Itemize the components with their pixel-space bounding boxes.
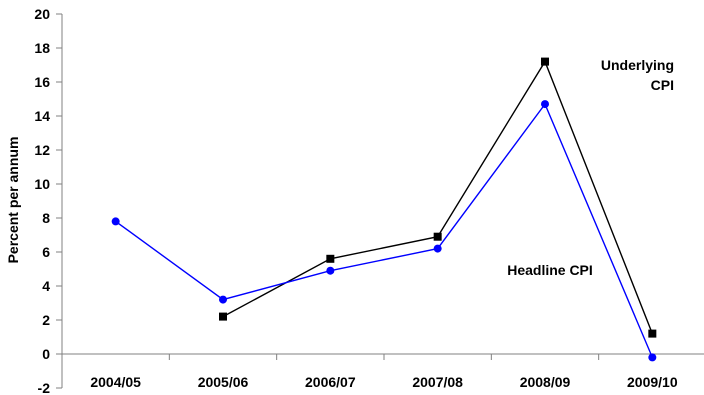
headline-cpi-point — [648, 353, 657, 362]
y-axis-ticks: -2 0 2 4 6 8 10 12 14 16 18 20 — [34, 6, 62, 395]
underlying-cpi-line — [222, 60, 653, 334]
x-tick-label: 2005/06 — [198, 374, 249, 390]
headline-cpi-point — [219, 295, 227, 304]
y-tick-label: 4 — [42, 278, 50, 294]
underlying-cpi-point — [433, 232, 442, 241]
x-tick-label: 2006/07 — [305, 374, 356, 390]
y-tick-label: 0 — [42, 346, 50, 362]
y-tick-label: -2 — [38, 380, 51, 395]
underlying-cpi-label-line1: Underlying — [601, 57, 674, 73]
x-axis-ticks: 2004/05 2005/06 2006/07 2007/08 2008/09 2009/… — [61, 354, 678, 390]
series-group — [111, 57, 657, 362]
y-tick-label: 6 — [42, 244, 50, 260]
headline-cpi-point — [111, 217, 120, 226]
x-tick-label: 2008/09 — [520, 374, 571, 390]
y-tick-label: 10 — [34, 176, 50, 192]
y-tick-label: 20 — [34, 6, 50, 22]
underlying-cpi-label-line2: CPI — [651, 77, 674, 93]
headline-cpi-point — [541, 100, 549, 109]
y-tick-label: 14 — [34, 108, 50, 124]
y-axis-label: Percent per annum — [5, 137, 21, 264]
y-tick-label: 18 — [34, 40, 50, 56]
underlying-cpi-point — [648, 329, 657, 338]
y-tick-label: 8 — [42, 210, 50, 226]
headline-cpi-label: Headline CPI — [507, 262, 593, 278]
x-tick-label: 2007/08 — [412, 374, 463, 390]
x-tick-label: 2004/05 — [90, 374, 141, 390]
headline-cpi-line — [115, 102, 653, 358]
headline-cpi-point — [326, 266, 335, 275]
x-tick-label: 2009/10 — [627, 374, 678, 390]
headline-cpi-point — [433, 244, 442, 253]
y-tick-label: 12 — [34, 142, 50, 158]
y-tick-label: 2 — [42, 312, 50, 328]
underlying-cpi-point — [541, 57, 549, 66]
underlying-cpi-point — [219, 312, 227, 321]
y-tick-label: 16 — [34, 74, 50, 90]
underlying-cpi-point — [326, 254, 335, 263]
